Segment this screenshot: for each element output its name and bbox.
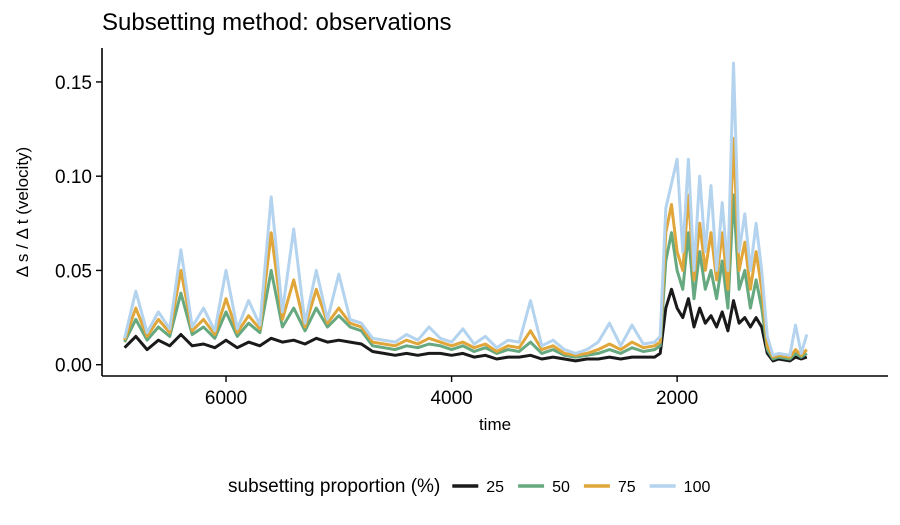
legend: subsetting proportion (%) 25 50 75 100 bbox=[228, 476, 710, 497]
legend-label-100: 100 bbox=[684, 479, 711, 496]
x-ticks: 6000 4000 2000 bbox=[205, 376, 698, 409]
chart-title: Subsetting method: observations bbox=[102, 9, 452, 36]
legend-label-50: 50 bbox=[552, 479, 570, 496]
y-tick-label: 0.05 bbox=[55, 261, 92, 282]
legend-label-25: 25 bbox=[486, 479, 504, 496]
y-ticks: 0.00 0.05 0.10 0.15 bbox=[55, 73, 102, 377]
x-tick-label: 6000 bbox=[205, 388, 247, 409]
x-tick-label: 2000 bbox=[656, 388, 698, 409]
legend-items: 25 50 75 100 bbox=[452, 479, 710, 496]
series-line-25 bbox=[123, 287, 808, 363]
legend-title: subsetting proportion (%) bbox=[228, 476, 440, 497]
y-tick-label: 0.10 bbox=[55, 167, 92, 188]
legend-label-75: 75 bbox=[618, 479, 636, 496]
x-axis-title: time bbox=[479, 415, 511, 434]
series-line-100 bbox=[123, 61, 809, 357]
y-tick-label: 0.00 bbox=[55, 356, 92, 377]
y-tick-label: 0.15 bbox=[55, 73, 92, 94]
x-tick-label: 4000 bbox=[430, 388, 472, 409]
series-lines bbox=[123, 61, 809, 363]
y-axis-title: Δ s / Δ t (velocity) bbox=[13, 147, 32, 277]
